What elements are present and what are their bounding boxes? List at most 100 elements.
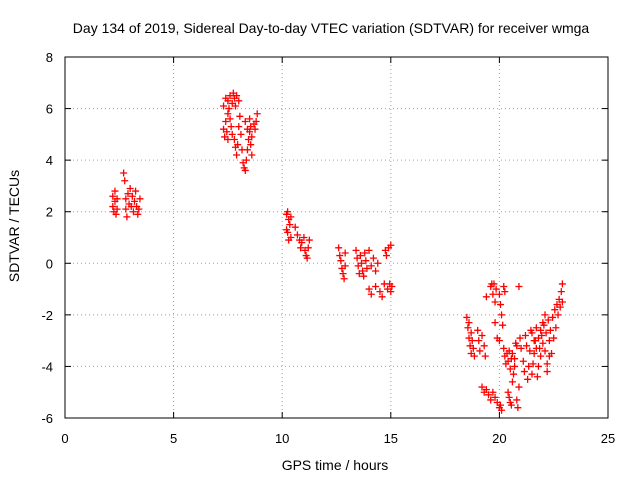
- data-point: [519, 357, 527, 365]
- data-point: [476, 347, 484, 355]
- data-point: [284, 208, 292, 216]
- data-point: [224, 97, 232, 105]
- data-point: [224, 136, 232, 144]
- data-point: [122, 205, 130, 213]
- data-point: [541, 347, 549, 355]
- data-point: [232, 102, 240, 110]
- data-point: [335, 244, 343, 252]
- data-point: [505, 393, 513, 401]
- chart-title: Day 134 of 2019, Sidereal Day-to-day VTE…: [73, 20, 590, 36]
- data-point: [121, 177, 129, 185]
- data-point: [552, 324, 560, 332]
- data-point: [469, 344, 477, 352]
- y-tick-label: 8: [46, 50, 53, 65]
- data-point: [136, 195, 144, 203]
- x-tick-label: 25: [601, 431, 615, 446]
- data-point: [520, 368, 528, 376]
- data-point: [529, 360, 537, 368]
- data-point: [337, 257, 345, 265]
- data-point: [534, 334, 542, 342]
- data-point: [123, 213, 131, 221]
- data-point: [537, 326, 545, 334]
- data-point: [109, 192, 117, 200]
- data-point: [490, 280, 498, 288]
- data-point: [508, 378, 516, 386]
- data-point: [124, 190, 132, 198]
- axis-ticks: 0 5 10 15 20 25 -6 -4 -2 0 2 4 6 8: [41, 50, 615, 446]
- data-point: [126, 185, 134, 193]
- data-point: [543, 368, 551, 376]
- data-point: [491, 298, 499, 306]
- data-point: [120, 169, 128, 177]
- y-tick-label: 2: [46, 205, 53, 220]
- data-point: [487, 396, 495, 404]
- data-point: [235, 123, 243, 131]
- data-point: [241, 166, 249, 174]
- data-point: [541, 311, 549, 319]
- data-point: [113, 195, 121, 203]
- data-point: [230, 136, 238, 144]
- data-point: [530, 350, 538, 358]
- data-point: [248, 151, 256, 159]
- y-axis-label: SDTVAR / TECUs: [6, 170, 22, 282]
- x-axis-label: GPS time / hours: [282, 457, 389, 473]
- data-point: [523, 342, 531, 350]
- data-point: [517, 344, 525, 352]
- data-point: [360, 272, 368, 280]
- data-point: [222, 117, 230, 125]
- data-point: [496, 301, 504, 309]
- data-point: [478, 331, 486, 339]
- data-point: [530, 337, 538, 345]
- data-point: [361, 249, 369, 257]
- data-point: [339, 270, 347, 278]
- data-point: [220, 102, 228, 110]
- data-point: [376, 288, 384, 296]
- data-point: [524, 375, 532, 383]
- data-point: [492, 285, 500, 293]
- data-point: [537, 352, 545, 360]
- data-point: [482, 386, 490, 394]
- x-tick-label: 5: [170, 431, 177, 446]
- data-point: [365, 285, 373, 293]
- data-points: [109, 89, 566, 414]
- data-point: [367, 262, 375, 270]
- data-point: [293, 231, 301, 239]
- data-point: [557, 288, 565, 296]
- data-point: [226, 115, 234, 123]
- data-point: [388, 282, 396, 290]
- data-point: [223, 128, 231, 136]
- data-point: [521, 331, 529, 339]
- data-point: [357, 259, 365, 267]
- y-tick-label: 6: [46, 102, 53, 117]
- data-point: [511, 355, 519, 363]
- data-point: [504, 388, 512, 396]
- data-point: [356, 252, 364, 260]
- data-point: [367, 290, 375, 298]
- data-point: [508, 350, 516, 358]
- data-point: [336, 252, 344, 260]
- data-point: [558, 298, 566, 306]
- data-point: [284, 228, 292, 236]
- data-point: [515, 383, 523, 391]
- data-point: [134, 210, 142, 218]
- data-point: [539, 339, 547, 347]
- data-point: [470, 352, 478, 360]
- data-point: [225, 105, 233, 113]
- data-point: [489, 290, 497, 298]
- data-point: [515, 282, 523, 290]
- data-point: [511, 362, 519, 370]
- data-point: [489, 388, 497, 396]
- y-tick-label: -4: [41, 359, 53, 374]
- data-point: [362, 257, 370, 265]
- data-point: [549, 313, 557, 321]
- data-point: [500, 344, 508, 352]
- data-point: [247, 141, 255, 149]
- data-point: [516, 334, 524, 342]
- data-point: [556, 303, 564, 311]
- data-point: [298, 239, 306, 247]
- data-point: [131, 197, 139, 205]
- data-point: [498, 311, 506, 319]
- x-tick-label: 20: [492, 431, 506, 446]
- data-point: [554, 311, 562, 319]
- data-point: [514, 404, 522, 412]
